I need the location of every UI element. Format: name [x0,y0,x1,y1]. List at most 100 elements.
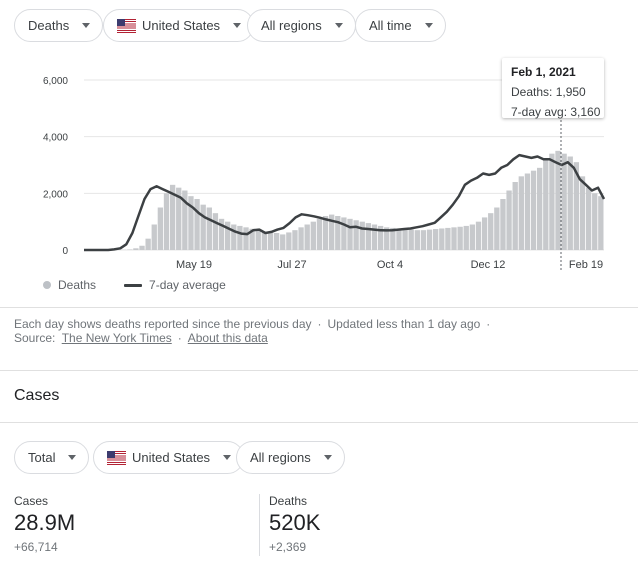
x-tick-label: Jul 27 [277,259,306,271]
deaths-bar [506,190,512,250]
dropdown-caret-icon [82,23,91,28]
deaths-stat-change: +2,369 [269,540,307,554]
metric-dropdown[interactable]: Deaths [14,9,104,42]
deaths-bar [292,230,298,250]
deaths-bar [304,224,310,250]
deaths-bar [133,248,139,250]
deaths-bar [592,193,598,250]
deaths-bar [182,190,188,250]
deaths-bar [445,227,451,250]
divider [0,307,638,308]
dropdown-caret-icon [334,23,343,28]
dropdown-caret-icon [68,455,77,460]
location-dropdown[interactable]: United States [103,9,255,42]
deaths-bar [225,221,231,250]
x-tick-label: May 19 [176,259,212,271]
deaths-bar [371,224,378,250]
deaths-bar [329,214,335,250]
deaths-bar [353,220,359,250]
deaths-bar [127,249,133,250]
divider [0,422,638,423]
divider [0,370,638,371]
deaths-bar [433,229,439,250]
time-range-dropdown[interactable]: All time [355,9,446,42]
average-legend-label: 7-day average [149,278,226,292]
deaths-bar [212,213,219,250]
stat-divider [259,494,260,556]
deaths-stat-value: 520K [269,510,321,535]
y-tick-label: 4,000 [43,133,68,144]
x-tick-label: Dec 12 [471,259,506,271]
deaths-bar [567,156,573,250]
deaths-stat: Deaths 520K +2,369 [269,494,320,554]
deaths-bar [463,225,469,250]
cases-location-dropdown[interactable]: United States [93,441,245,474]
deaths-bar [347,218,353,250]
deaths-bar [537,167,543,250]
deaths-bar [273,233,280,250]
deaths-bar [267,233,274,250]
cases-region-dropdown[interactable]: All regions [236,441,345,474]
deaths-bar [206,207,212,250]
deaths-bar [457,226,463,250]
deaths-bar [200,204,206,250]
dropdown-caret-icon [424,23,433,28]
deaths-bar [365,223,372,250]
deaths-bar [494,207,500,250]
deaths-bar [469,224,476,250]
cases-type-dropdown[interactable]: Total [14,441,90,474]
deaths-bar [390,227,396,250]
deaths-bar [341,217,347,250]
deaths-bar [500,199,506,250]
chart-legend: Deaths 7-day average [43,278,226,292]
tooltip-deaths: Deaths: 1,950 [511,85,586,99]
us-flag-icon [107,450,126,465]
cases-type-dropdown-label: Total [28,450,56,465]
deaths-bar [151,224,157,250]
deaths-bar [585,187,592,250]
about-data-link[interactable]: About this data [187,331,268,345]
deaths-bar [243,227,249,250]
tooltip-average: 7-day avg: 3,160 [511,105,601,119]
deaths-bar [555,150,561,250]
tooltip-date: Feb 1, 2021 [511,65,576,79]
deaths-bar [298,227,304,250]
deaths-legend-swatch [43,281,51,289]
average-legend-swatch [124,283,143,287]
deaths-bar [139,245,145,250]
deaths-chart[interactable]: 6,000 4,000 2,000 0 May 19 Jul 27 Oct 4 Dec 12 F… [0,50,638,275]
cases-stat-value: 28.9M [14,510,76,535]
average-line [84,153,606,252]
deaths-bar [518,176,524,250]
location-dropdown-label: United States [142,18,221,33]
footnote-updated: Updated less than 1 day ago [327,317,481,331]
y-tick-label: 2,000 [43,189,68,200]
deaths-bar [579,176,586,250]
deaths-bar [316,218,323,250]
deaths-bar [598,196,604,250]
deaths-bar [439,228,445,250]
region-dropdown[interactable]: All regions [247,9,356,42]
cases-location-dropdown-label: United States [132,450,211,465]
deaths-bar [218,218,225,250]
deaths-bar [157,207,164,250]
deaths-bar [335,216,341,250]
deaths-bar [530,170,537,250]
cases-region-dropdown-label: All regions [250,450,311,465]
deaths-bar [176,187,182,250]
deaths-bar [145,238,151,250]
deaths-bar [322,216,329,250]
chart-tooltip: Feb 1, 2021 Deaths: 1,950 7-day avg: 3,1… [502,58,604,119]
time-range-dropdown-label: All time [369,18,412,33]
cases-filter-bar: Total United States All regions [0,441,638,475]
cases-section-title: Cases [14,387,60,404]
deaths-bar [163,193,170,250]
deaths-bar [280,234,286,250]
deaths-bar [237,225,243,250]
source-link[interactable]: The New York Times [61,331,172,345]
deaths-bar [231,224,237,250]
deaths-bar [255,230,261,250]
footnote-description: Each day shows deaths reported since the… [14,317,312,331]
top-filter-bar: Deaths United States All regions All tim… [0,9,638,43]
deaths-bar [310,221,316,250]
